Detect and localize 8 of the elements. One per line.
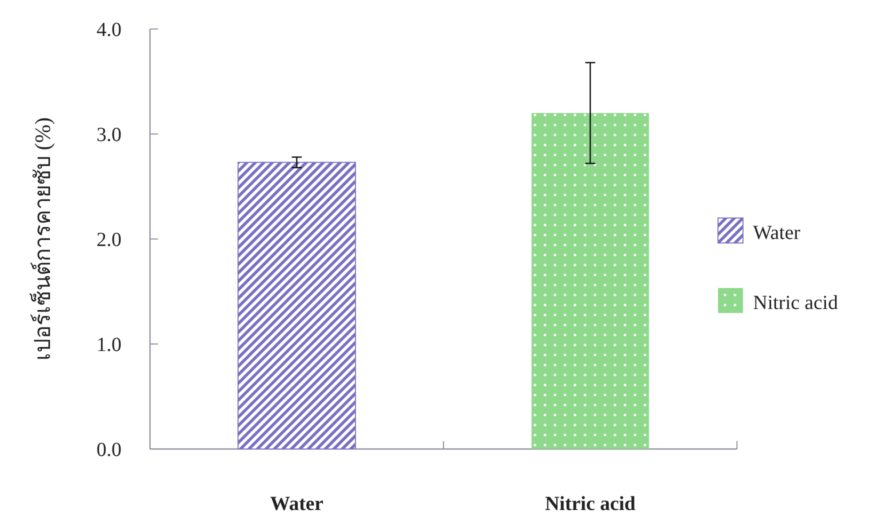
y-tick-label: 1.0 — [96, 334, 122, 356]
y-tick-label: 4.0 — [96, 19, 122, 41]
legend-label: Water — [753, 222, 801, 244]
y-tick-label: 3.0 — [96, 124, 122, 146]
legend-label: Nitric acid — [753, 292, 838, 314]
y-axis-title: เปอร์เซ็นต์การคายซับ (%) — [28, 117, 55, 361]
y-tick-label: 2.0 — [96, 229, 122, 251]
y-tick-label: 0.0 — [96, 439, 122, 461]
